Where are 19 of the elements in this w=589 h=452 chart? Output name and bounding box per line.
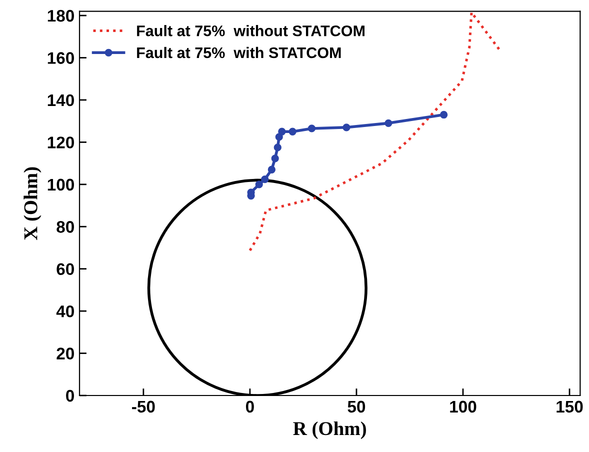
x-tick-label: 0	[246, 400, 254, 413]
legend-label: Fault at 75% without STATCOM	[137, 25, 364, 36]
y-tick-label: 60	[56, 263, 74, 276]
x-tick-label: -50	[132, 400, 155, 413]
y-tick-label: 80	[56, 221, 74, 233]
x-tick-label: 100	[450, 400, 476, 413]
x-axis-title: R (Ohm)	[293, 421, 366, 440]
y-tick-label: 20	[56, 348, 74, 360]
y-tick-label: 180	[48, 10, 74, 22]
y-axis-title: X (Ohm)	[24, 167, 42, 240]
y-tick-label: 140	[48, 94, 74, 106]
y-tick-label: 120	[48, 136, 74, 148]
x-tick-label: 150	[556, 400, 583, 413]
x-tick-label: 50	[348, 400, 366, 413]
legend-label: Fault at 75% with STATCOM	[137, 46, 341, 58]
y-tick-label: 100	[48, 178, 74, 191]
y-tick-label: 160	[48, 52, 74, 64]
y-tick-label: 0	[66, 390, 74, 402]
y-tick-label: 40	[56, 305, 74, 318]
